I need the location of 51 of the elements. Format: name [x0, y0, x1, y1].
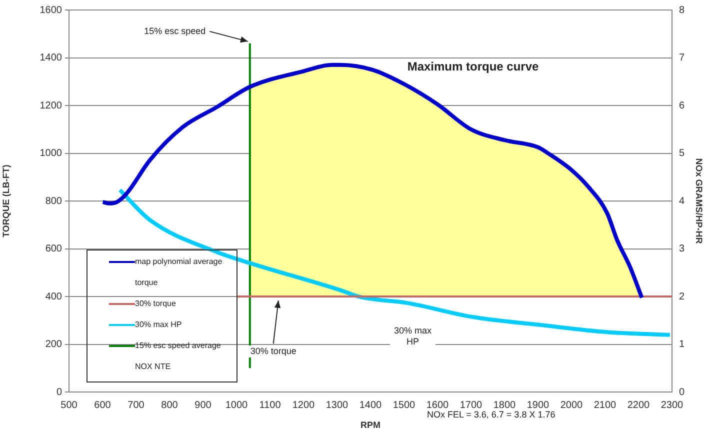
x-tick-label: 2000 — [560, 400, 584, 411]
x-tick-label: 1400 — [359, 400, 382, 411]
legend-label: 30% max HP — [135, 320, 182, 330]
annotation: 15% esc speed — [144, 26, 206, 36]
x-tick-label: 1900 — [526, 400, 550, 411]
x-tick-label: 1000 — [225, 400, 248, 411]
x-tick-label: 1700 — [460, 400, 483, 411]
y2-tick-label: 5 — [679, 148, 685, 159]
x-tick-label: 1200 — [292, 400, 316, 411]
y-axis-title: TORQUE (LB-FT) — [0, 164, 11, 238]
y2-tick-label: 6 — [679, 100, 685, 112]
x-tick-label: 1600 — [426, 400, 450, 411]
x-tick-label: 1100 — [259, 400, 282, 411]
x-tick-label: 2300 — [660, 400, 684, 411]
y2-tick-label: 8 — [679, 4, 685, 16]
y2-tick-label: 2 — [679, 291, 685, 302]
y2-tick-label: 7 — [679, 52, 685, 64]
y2-tick-label: 3 — [679, 244, 685, 254]
x-tick-label: 1300 — [326, 400, 349, 411]
x-tick-label: 1800 — [493, 400, 516, 411]
y-tick-label: 1600 — [40, 4, 62, 16]
x-tick-label: 700 — [128, 400, 145, 411]
line-series — [100, 62, 644, 300]
y2-tick-label: 4 — [679, 196, 685, 207]
y2-tick-label: 0 — [679, 386, 685, 398]
x-tick-label: 2200 — [627, 400, 650, 411]
x-tick-label: 1500 — [392, 400, 416, 411]
line-series — [118, 188, 672, 337]
y-tick-label: 1400 — [40, 52, 62, 64]
y-tick-label: 0 — [56, 386, 62, 398]
x-tick-label: 2100 — [594, 400, 617, 411]
x-tick-label: 600 — [94, 400, 112, 411]
y-tick-label: 400 — [45, 291, 62, 302]
text: NOx FEL = 3.6, 6.7 = 3.8 X 1.76 — [426, 409, 556, 420]
x-tick-label: 500 — [60, 400, 78, 411]
annotation: 30% torque — [250, 346, 296, 356]
legend-label: 30% torque — [135, 299, 176, 308]
annotation: 30% max HP — [394, 325, 432, 346]
annotation: Maximum torque curve — [407, 60, 540, 74]
y-tick-label: 600 — [45, 244, 62, 254]
y-tick-label: 1000 — [40, 148, 62, 159]
y-tick-label: 1200 — [40, 100, 62, 112]
y-tick-label: 800 — [45, 196, 62, 207]
text: map polynomial average torque — [135, 257, 222, 288]
x-axis-title: RPM — [360, 420, 380, 430]
x-tick-label: 800 — [161, 400, 178, 411]
y-tick-label: 200 — [45, 339, 62, 350]
y2-tick-label: 1 — [679, 339, 685, 350]
x-tick-label: 900 — [194, 400, 212, 411]
text: 15% esc speed average NOX NTE — [135, 341, 221, 372]
y2-axis-title: NOx GRAMS/HP-HR — [694, 158, 704, 244]
